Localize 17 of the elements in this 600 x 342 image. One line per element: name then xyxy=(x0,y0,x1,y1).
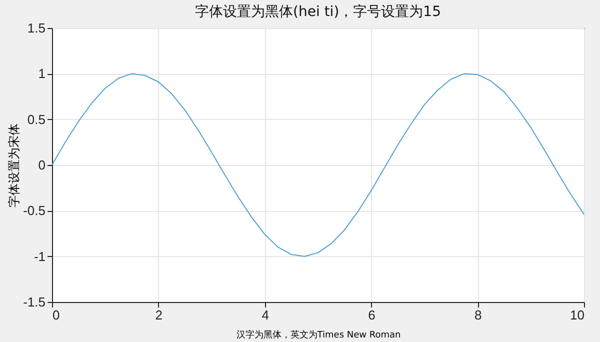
x-tick-label: 8 xyxy=(474,308,482,322)
y-tick-label: -1.5 xyxy=(23,294,46,310)
line-series xyxy=(52,73,584,257)
x-tick-label: 10 xyxy=(570,308,584,322)
x-tick-label: 4 xyxy=(262,308,269,322)
y-tick-label: 1 xyxy=(38,66,46,82)
chart-title: 字体设置为黑体(hei ti)，字号设置为15 xyxy=(195,4,441,20)
y-tick-label: 1.5 xyxy=(27,20,46,36)
x-axis-title: 汉字为黑体，英文为Times New Roman xyxy=(236,330,401,340)
x-tick-label: 6 xyxy=(368,308,376,322)
y-tick-label: -1 xyxy=(34,248,46,264)
y-tick-label: 0.5 xyxy=(27,112,46,127)
y-tick-label: 0 xyxy=(38,158,46,172)
x-tick-label: 2 xyxy=(155,308,163,322)
x-tick-label: 0 xyxy=(52,308,60,322)
y-axis-title: 字体设置为宋体 xyxy=(7,124,22,208)
y-tick-label: -0.5 xyxy=(23,203,46,218)
